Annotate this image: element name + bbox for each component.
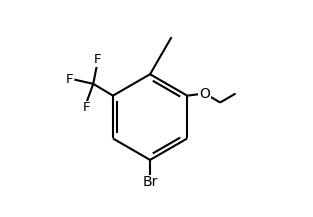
Text: O: O — [199, 87, 210, 100]
Text: F: F — [66, 73, 74, 86]
Text: F: F — [93, 53, 101, 66]
Text: Br: Br — [142, 175, 158, 189]
Text: F: F — [83, 101, 90, 114]
